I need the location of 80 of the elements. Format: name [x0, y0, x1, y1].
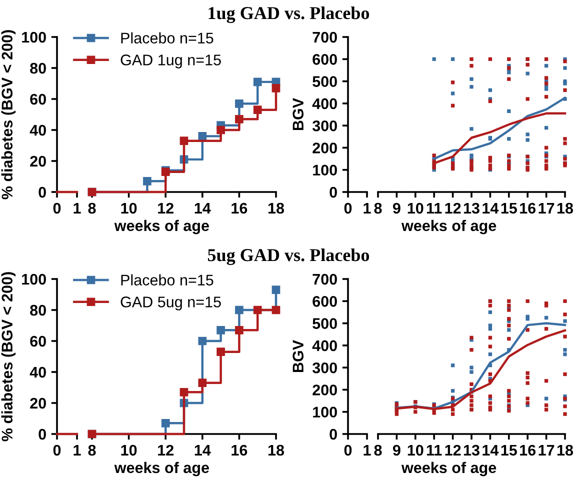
y-tick-label: 80 [30, 62, 46, 74]
x-tick-label: 16 [520, 202, 536, 214]
y-axis-title: % diabetes (BGV < 200) [1, 30, 16, 200]
chart-title: 1ug GAD vs. Placebo [208, 6, 370, 23]
x-tick-label: 16 [232, 202, 248, 214]
x-tick-label: 8 [374, 444, 382, 456]
y-tick-label: 20 [30, 156, 46, 167]
x-tick-label: 8 [88, 444, 96, 456]
x-tick-label: 18 [557, 444, 574, 456]
x-tick-label: 17 [538, 202, 554, 214]
y-tick-label: 0 [330, 428, 337, 440]
legend-label: GAD 5ug n=15 [120, 296, 221, 310]
x-tick-label: 13 [464, 202, 480, 214]
y-tick-label: 400 [312, 340, 337, 352]
x-tick-label: 12 [158, 202, 174, 214]
y-axis-title: % diabetes (BGV < 200) [1, 272, 16, 442]
y-axis-title: BGV [292, 98, 304, 130]
y-tick-label: 400 [312, 98, 337, 110]
legend-label: Placebo n=15 [121, 274, 214, 286]
x-tick-label: 10 [121, 202, 137, 214]
y-tick-label: 300 [312, 120, 337, 132]
x-tick-label: 15 [501, 202, 517, 214]
x-tick-label: 0 [53, 202, 61, 214]
y-tick-label: 600 [312, 296, 337, 307]
x-tick-label: 10 [408, 202, 424, 214]
x-tick-label: 11 [426, 444, 442, 456]
x-axis-title: weeks of age [401, 462, 496, 476]
y-tick-label: 700 [312, 32, 337, 43]
y-tick-label: 0 [330, 186, 337, 198]
x-tick-label: 18 [268, 444, 284, 456]
x-tick-label: 16 [232, 444, 248, 456]
y-tick-label: 200 [312, 384, 337, 396]
x-tick-label: 14 [482, 444, 499, 456]
y-tick-label: 300 [312, 362, 337, 374]
y-axis-title: BGV [292, 340, 304, 372]
x-tick-label: 12 [445, 444, 461, 456]
chart-title: 5ug GAD vs. Placebo [208, 248, 370, 265]
y-tick-label: 100 [22, 32, 46, 43]
x-tick-label: 14 [482, 202, 499, 214]
y-tick-label: 40 [30, 366, 46, 378]
x-axis-title: weeks of age [401, 220, 496, 234]
y-tick-label: 100 [313, 164, 337, 176]
y-tick-label: 100 [313, 406, 337, 418]
x-tick-label: 14 [194, 444, 211, 456]
y-tick-label: 40 [30, 124, 46, 136]
y-tick-label: 600 [312, 54, 337, 65]
x-tick-label: 13 [464, 444, 480, 456]
y-tick-label: 60 [30, 336, 46, 347]
y-tick-label: 80 [30, 304, 46, 316]
x-tick-label: 11 [426, 202, 442, 214]
y-tick-label: 500 [312, 76, 337, 87]
y-tick-label: 20 [30, 398, 46, 409]
x-tick-label: 12 [158, 444, 174, 456]
x-axis-title: weeks of age [114, 220, 209, 234]
x-tick-label: 8 [88, 202, 96, 214]
x-tick-label: 10 [408, 444, 424, 456]
x-tick-label: 15 [501, 444, 517, 456]
x-axis-title: weeks of age [114, 462, 209, 476]
x-tick-label: 0 [53, 444, 61, 456]
x-tick-label: 8 [374, 202, 382, 214]
x-tick-label: 12 [445, 202, 461, 214]
x-tick-label: 9 [392, 202, 400, 214]
x-tick-label: 18 [268, 202, 284, 214]
legend-label: GAD 1ug n=15 [120, 54, 221, 68]
y-tick-label: 100 [22, 274, 46, 285]
y-tick-label: 0 [38, 186, 46, 198]
x-tick-label: 18 [557, 202, 574, 214]
y-tick-label: 200 [312, 142, 337, 154]
y-tick-label: 500 [312, 318, 337, 329]
x-tick-label: 14 [194, 202, 211, 214]
x-tick-label: 1 [74, 444, 81, 456]
y-tick-label: 0 [38, 428, 46, 440]
y-tick-label: 60 [30, 94, 46, 105]
x-tick-label: 1 [74, 202, 81, 214]
x-tick-label: 16 [520, 444, 536, 456]
y-tick-label: 700 [312, 274, 337, 285]
x-tick-label: 17 [538, 444, 554, 456]
legend-label: Placebo n=15 [121, 32, 214, 44]
x-tick-label: 9 [392, 444, 400, 456]
x-tick-label: 10 [121, 444, 137, 456]
